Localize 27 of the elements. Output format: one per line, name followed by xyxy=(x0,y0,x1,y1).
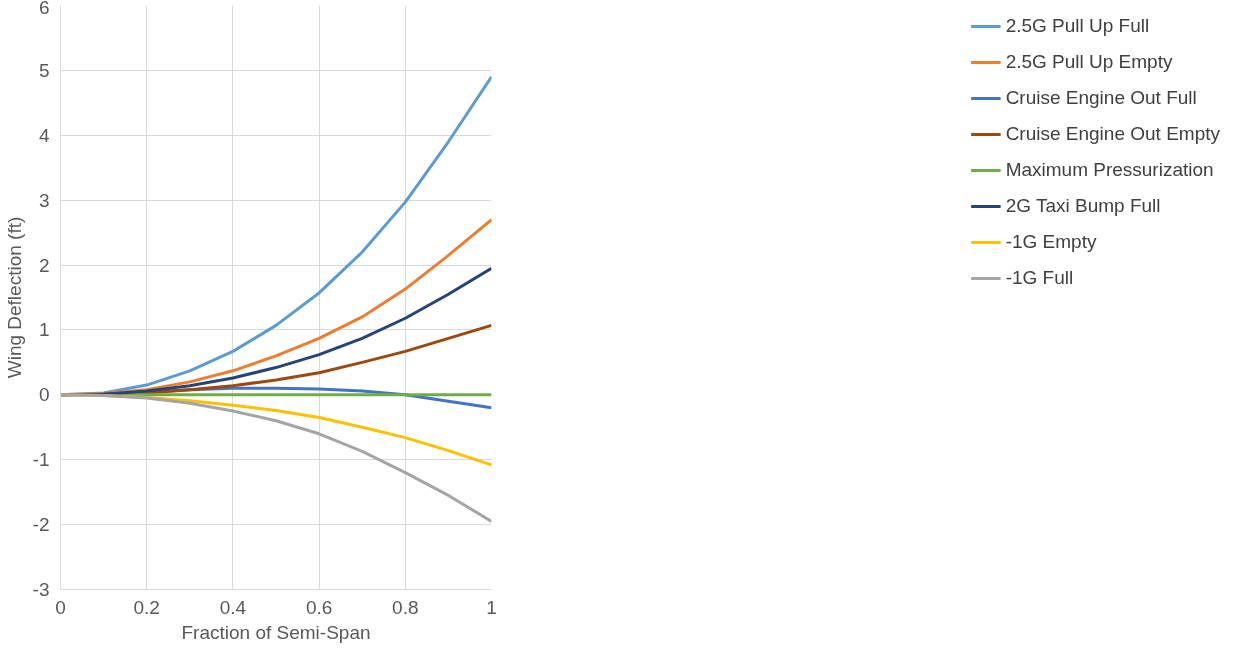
legend-label: -1G Empty xyxy=(1005,231,1097,253)
y-tick-label: 0 xyxy=(38,384,50,406)
x-tick-label: 0 xyxy=(55,596,66,618)
x-axis-title: Fraction of Semi-Span xyxy=(181,621,371,643)
y-tick-label: 1 xyxy=(38,319,50,341)
y-tick-label: -1 xyxy=(32,449,50,471)
y-tick-label: -3 xyxy=(32,579,50,600)
x-tick-label: 0.4 xyxy=(219,596,247,618)
legend-label: 2.5G Pull Up Full xyxy=(1005,15,1150,37)
x-tick-label: 0.8 xyxy=(392,596,419,618)
line-series xyxy=(60,393,492,523)
x-tick-label: 0.6 xyxy=(305,596,333,618)
y-tick-label: -2 xyxy=(32,514,50,536)
legend-label: Cruise Engine Out Full xyxy=(1005,87,1197,109)
y-tick-label: 2 xyxy=(38,254,50,276)
y-tick-label: 5 xyxy=(38,59,50,81)
x-tick-label: 1 xyxy=(486,596,497,618)
legend-label: -1G Full xyxy=(1005,267,1074,289)
y-tick-label: 3 xyxy=(38,189,50,211)
legend-label: 2G Taxi Bump Full xyxy=(1005,195,1161,217)
legend-label: Cruise Engine Out Empty xyxy=(1005,123,1220,145)
y-tick-label: 6 xyxy=(38,0,50,18)
x-tick-label: 0.2 xyxy=(133,596,160,618)
y-tick-label: 4 xyxy=(38,124,50,146)
y-axis-title: Wing Deflection (ft) xyxy=(3,216,25,379)
legend-label: Maximum Pressurization xyxy=(1005,159,1214,181)
legend-label: 2.5G Pull Up Empty xyxy=(1005,51,1173,73)
